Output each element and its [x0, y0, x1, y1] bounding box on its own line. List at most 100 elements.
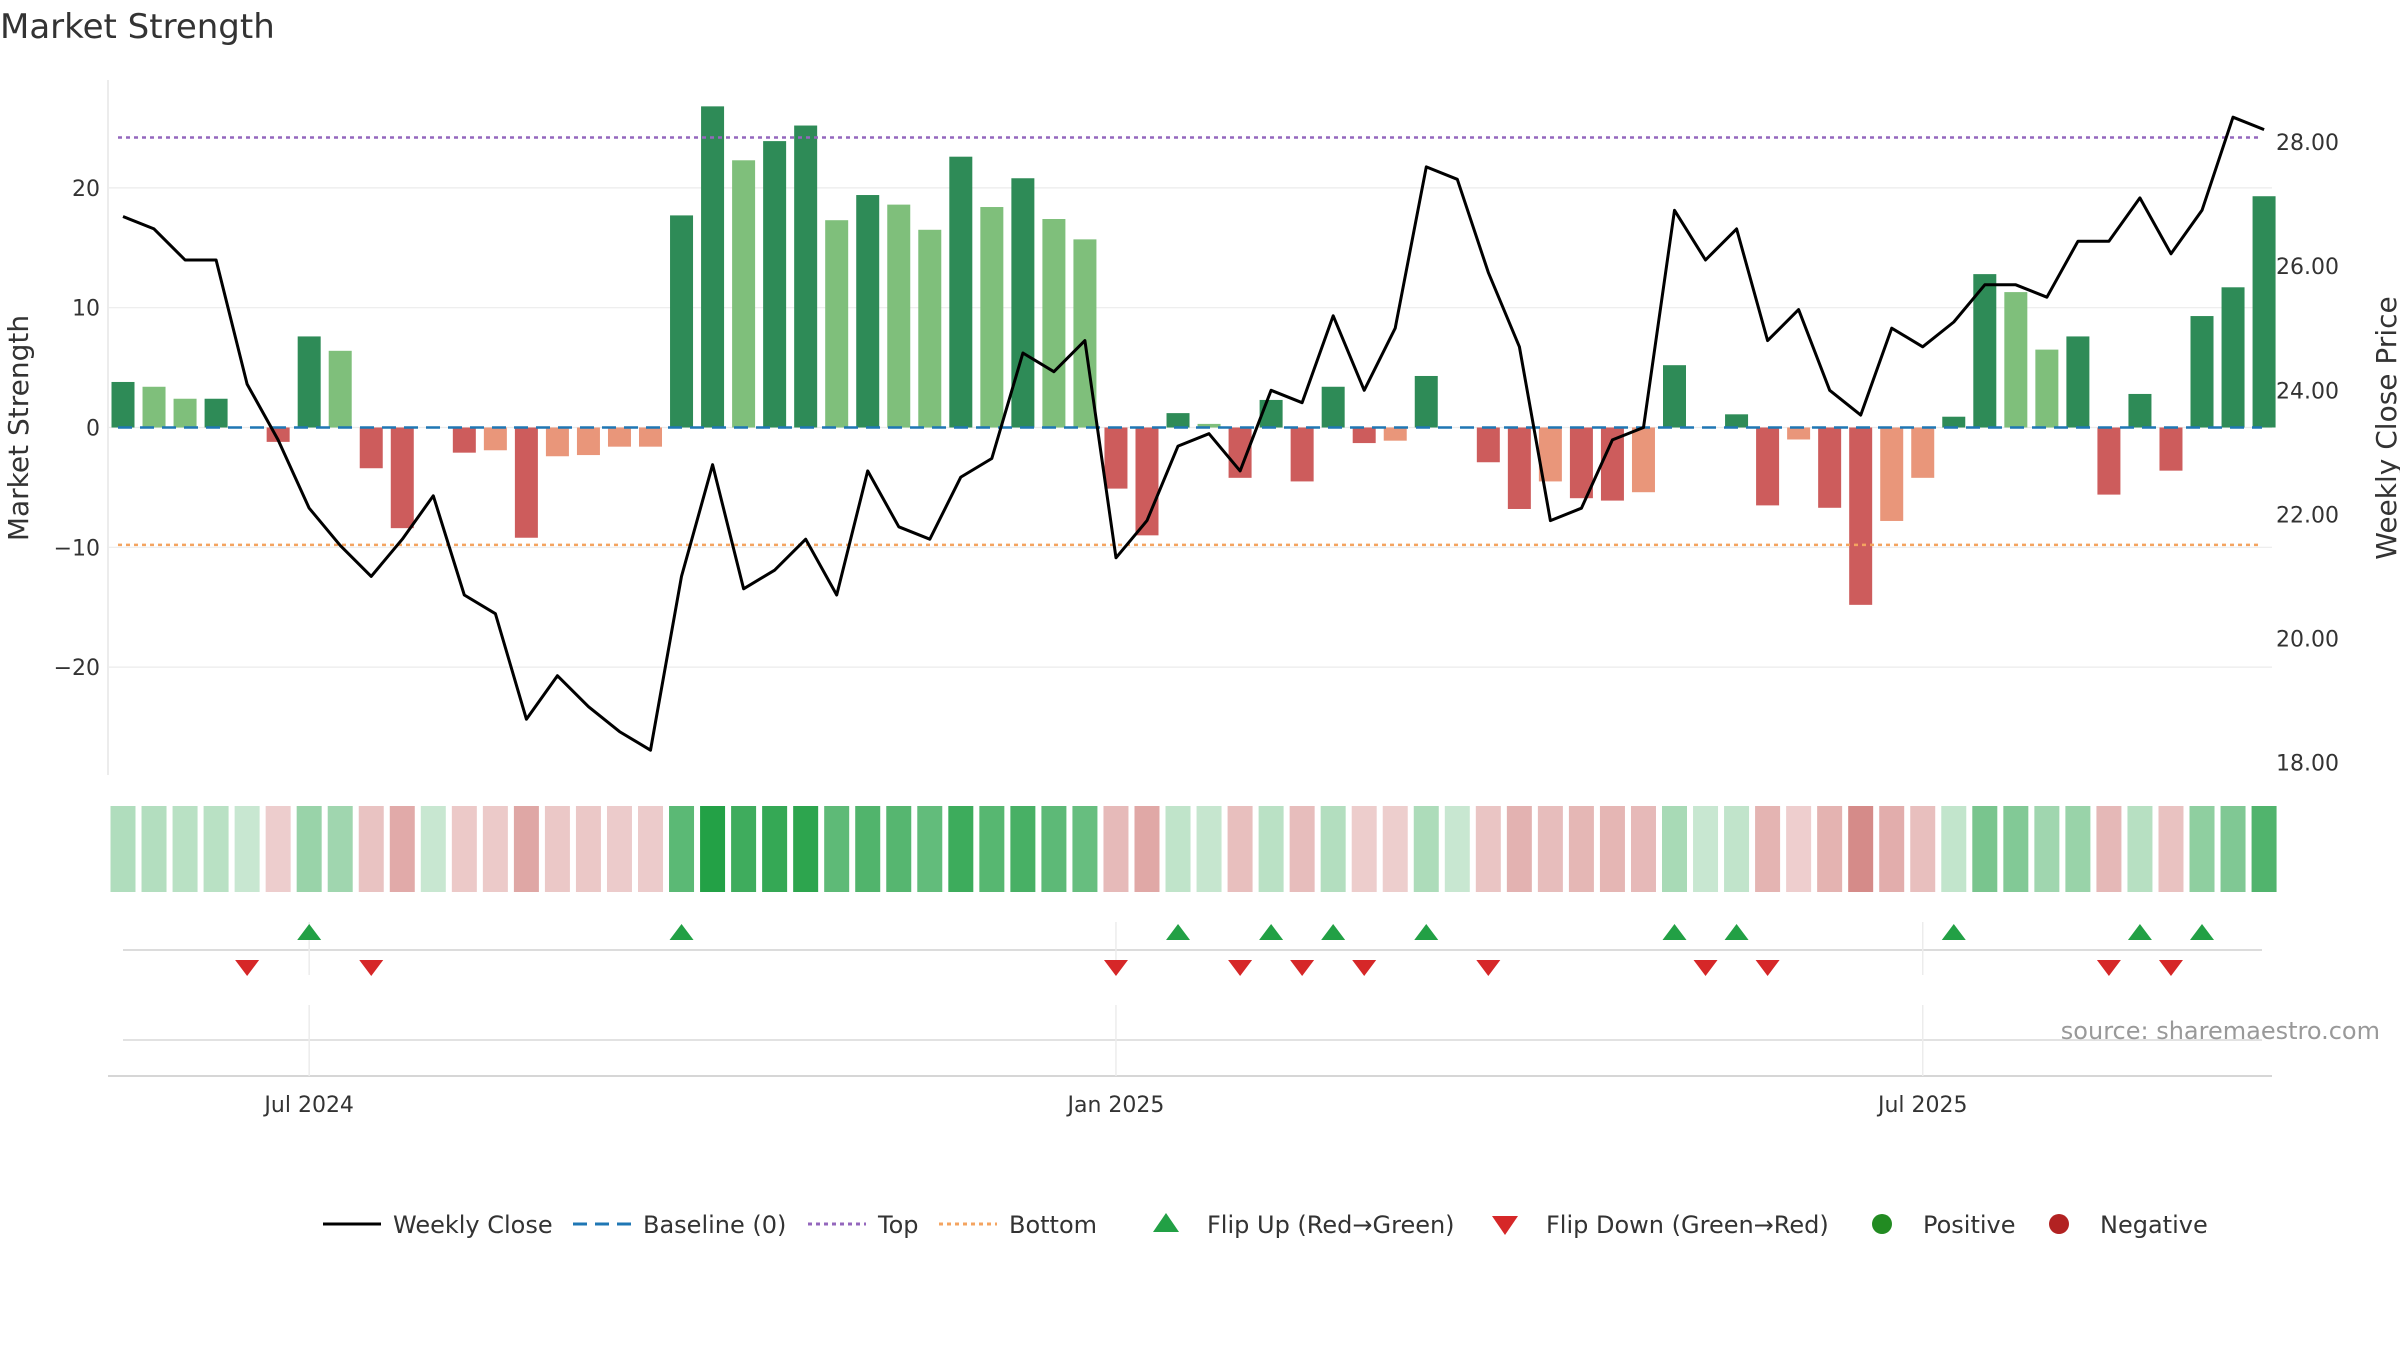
strength-bar: [1911, 427, 1935, 478]
flip-up-marker: [2190, 924, 2215, 940]
legend: Weekly Close Baseline (0) Top Bottom Flip Up…: [323, 1211, 2208, 1239]
strength-strip-cell: [1755, 806, 1781, 892]
strength-strip-cell: [1227, 806, 1253, 892]
flip-down-marker: [1103, 960, 1128, 976]
y-tick-label: 0: [86, 417, 100, 442]
strength-bar: [1631, 427, 1655, 493]
strength-bar: [1321, 386, 1345, 428]
strength-strip-cell: [917, 806, 943, 892]
strength-bar: [1756, 427, 1780, 506]
legend-label: Negative: [2100, 1211, 2208, 1239]
strength-strip-cell: [1972, 806, 1998, 892]
flip-up-marker: [1321, 924, 1346, 940]
strength-strip-cell: [1537, 806, 1563, 892]
strength-strip-cell: [1041, 806, 1067, 892]
strength-bar: [204, 398, 228, 428]
flip-up-marker: [1414, 924, 1439, 940]
strength-bar: [794, 125, 818, 428]
flip-down-marker: [1352, 960, 1377, 976]
strength-bar: [2097, 427, 2121, 495]
strength-strip-cell: [1848, 806, 1874, 892]
strength-bar: [2159, 427, 2183, 471]
strength-bar: [2035, 349, 2059, 428]
strength-strip-cell: [172, 806, 198, 892]
strength-strip-cell: [700, 806, 726, 892]
strength-bar: [1290, 427, 1314, 482]
strength-strip-cell: [1693, 806, 1719, 892]
strength-strip-cell: [2189, 806, 2215, 892]
strength-strip-cell: [948, 806, 974, 892]
strength-bar: [1042, 219, 1066, 428]
strength-strip-cell: [1320, 806, 1346, 892]
strength-strip-cell: [296, 806, 322, 892]
strength-strip-cell: [1351, 806, 1377, 892]
strength-strip-cell: [234, 806, 260, 892]
strength-strip-cell: [2158, 806, 2184, 892]
strength-bar: [1383, 427, 1407, 441]
strength-strip-cell: [327, 806, 353, 892]
strength-bar: [359, 427, 383, 469]
strength-bar: [2128, 393, 2152, 428]
y-tick-label: −10: [54, 536, 100, 561]
flip-up-marker: [1662, 924, 1687, 940]
strength-strip-cell: [575, 806, 601, 892]
strength-strip-cell: [2003, 806, 2029, 892]
strength-bar: [390, 427, 414, 529]
strength-bar: [1569, 427, 1593, 499]
strength-bar: [825, 220, 849, 428]
flip-down-marker: [1693, 960, 1718, 976]
strength-strip-cell: [1506, 806, 1532, 892]
strength-strip-cell: [420, 806, 446, 892]
strength-bar: [576, 427, 600, 456]
strength-strip-cell: [482, 806, 508, 892]
flip-up-marker: [297, 924, 322, 940]
strength-strip-cell: [1289, 806, 1315, 892]
strength-bar: [1818, 427, 1842, 508]
strength-bar: [1166, 413, 1190, 428]
strength-strip-cell: [1072, 806, 1098, 892]
legend-swatch-dot: [1872, 1214, 1892, 1234]
strength-bar: [949, 156, 973, 428]
strength-bar: [1538, 427, 1562, 482]
strength-strip-cell: [731, 806, 757, 892]
x-tick-label: Jan 2025: [1066, 1093, 1165, 1118]
legend-label: Flip Down (Green→Red): [1546, 1211, 1829, 1239]
strength-bar: [980, 207, 1004, 428]
legend-swatch-flip-up: [1153, 1213, 1179, 1232]
strength-strip-cell: [2127, 806, 2153, 892]
strength-strip-cell: [1103, 806, 1129, 892]
strength-strip-cell: [1941, 806, 1967, 892]
strength-strip-cell: [1413, 806, 1439, 892]
x-tick-label: Jul 2024: [262, 1093, 354, 1118]
strength-strip-cell: [824, 806, 850, 892]
strength-bar: [1352, 427, 1376, 444]
chart-title: Market Strength: [0, 7, 275, 47]
y-axis-title: Market Strength: [2, 315, 35, 541]
flip-up-marker: [1259, 924, 1284, 940]
strength-strip-cell: [1165, 806, 1191, 892]
strength-bar: [2252, 196, 2276, 428]
strength-bar: [514, 427, 538, 538]
flip-down-marker: [1476, 960, 1501, 976]
y2-tick-label: 22.00: [2276, 503, 2339, 528]
flip-signal-panel: [123, 922, 2262, 976]
strength-strip-cell: [886, 806, 912, 892]
strength-bar: [297, 336, 321, 428]
strength-strip-cell: [762, 806, 788, 892]
strength-bar: [639, 427, 663, 447]
strength-bar: [1973, 274, 1997, 428]
strength-strip-cell: [1879, 806, 1905, 892]
flip-up-marker: [669, 924, 694, 940]
flip-down-marker: [235, 960, 260, 976]
strength-strip-cell: [1786, 806, 1812, 892]
strength-strip-cell: [1817, 806, 1843, 892]
strength-bar: [1011, 178, 1035, 428]
y2-tick-label: 24.00: [2276, 379, 2339, 404]
flip-down-marker: [1755, 960, 1780, 976]
y2-tick-label: 28.00: [2276, 131, 2339, 156]
strength-bar: [1476, 427, 1500, 463]
strength-bar: [732, 160, 756, 428]
strength-strip-cell: [606, 806, 632, 892]
strength-bar: [111, 381, 135, 428]
strength-strip-cell: [1010, 806, 1036, 892]
